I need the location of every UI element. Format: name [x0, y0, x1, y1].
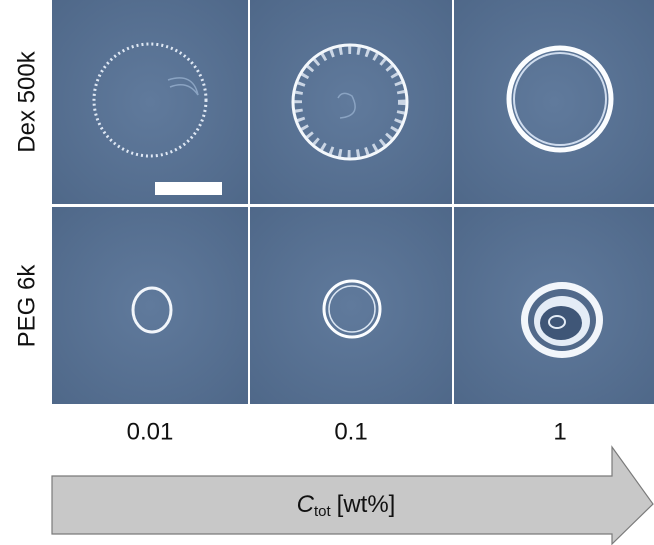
column-label: 0.01	[127, 418, 174, 445]
drop-ring	[540, 306, 582, 340]
figure: Dex 500k PEG 6k 0.01 0.1 1 Ctot [wt%]	[0, 0, 654, 545]
column-label: 1	[553, 418, 566, 445]
axis-symbol: C	[297, 491, 315, 518]
axis-label: Ctot [wt%]	[297, 491, 396, 520]
micrograph	[250, 0, 452, 204]
row-label: Dex 500k	[13, 50, 40, 152]
axis-unit: [wt%]	[337, 491, 396, 518]
image-grid	[52, 0, 654, 404]
micrograph	[52, 207, 248, 404]
axis-subscript: tot	[314, 503, 332, 520]
micrograph	[250, 207, 452, 404]
micrograph	[52, 0, 248, 204]
micrograph	[454, 0, 654, 204]
column-label: 0.1	[334, 418, 367, 445]
scale-bar	[155, 182, 222, 195]
row-label: PEG 6k	[13, 264, 40, 348]
